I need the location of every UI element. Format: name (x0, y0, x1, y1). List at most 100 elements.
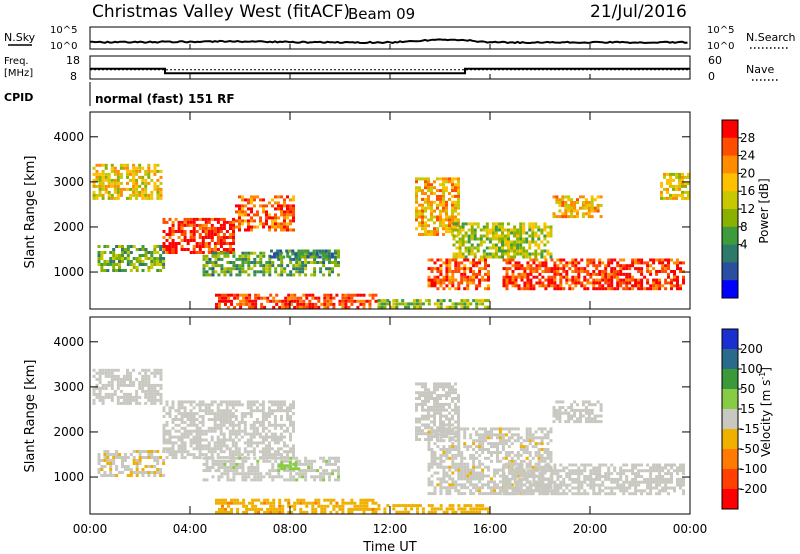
heatmap-cell (439, 483, 443, 487)
heatmap-cell (210, 429, 214, 433)
heatmap-cell (289, 420, 292, 424)
heatmap-cell (491, 252, 495, 256)
heatmap-cell (523, 492, 527, 496)
heatmap-cell (244, 261, 248, 264)
heatmap-cell (478, 445, 482, 449)
heatmap-cell (208, 273, 212, 277)
heatmap-cell (249, 438, 253, 442)
heatmap-cell (631, 284, 635, 288)
heatmap-cell (180, 453, 184, 457)
heatmap-cell (241, 251, 245, 255)
heatmap-cell (95, 377, 99, 381)
heatmap-cell (138, 453, 142, 456)
heatmap-cell (448, 489, 452, 493)
heatmap-cell (534, 453, 538, 457)
heatmap-cell (126, 383, 129, 387)
heatmap-cell (141, 269, 145, 272)
heatmap-cell (230, 498, 233, 502)
heatmap-cell (481, 442, 485, 446)
heatmap-cell (454, 218, 457, 222)
heatmap-cell (532, 261, 536, 265)
heatmap-cell (383, 510, 387, 514)
heatmap-cell (565, 275, 569, 279)
heatmap-cell (488, 237, 492, 241)
heatmap-cell (144, 392, 148, 396)
heatmap-cell (448, 451, 452, 454)
heatmap-cell (216, 248, 220, 251)
heatmap-cell (280, 475, 284, 479)
heatmap-cell (213, 242, 217, 245)
heatmap-cell (207, 447, 211, 451)
heatmap-cell (675, 193, 678, 197)
heatmap-cell (571, 463, 575, 467)
heatmap-cell (250, 198, 253, 202)
heatmap-cell (227, 299, 230, 303)
heatmap-cell (667, 477, 670, 481)
heatmap-cell (445, 507, 449, 511)
heatmap-cell (252, 435, 256, 439)
heatmap-cell (573, 215, 577, 219)
heatmap-cell (541, 492, 545, 496)
heatmap-cell (286, 444, 289, 448)
heatmap-cell (153, 187, 157, 191)
heatmap-cell (604, 477, 608, 481)
heatmap-cell (584, 203, 588, 207)
heatmap-cell (598, 284, 602, 288)
heatmap-cell (457, 417, 460, 421)
heatmap-cell (261, 406, 265, 410)
heatmap-cell (586, 261, 590, 265)
heatmap-cell (439, 453, 443, 457)
heatmap-cell (138, 383, 142, 387)
heatmap-cell (198, 441, 202, 445)
heatmap-cell (427, 405, 430, 409)
heatmap-cell (213, 450, 217, 454)
heatmap-cell (454, 302, 458, 306)
heatmap-cell (556, 284, 560, 288)
heatmap-cell (448, 394, 451, 398)
heatmap-cell (224, 507, 227, 511)
heatmap-cell (501, 442, 505, 446)
heatmap-cell (553, 270, 557, 273)
y-tick-label: 2000 (53, 220, 84, 234)
heatmap-cell (661, 466, 665, 470)
heatmap-cell (216, 418, 220, 421)
heatmap-cell (469, 261, 473, 265)
heatmap-cell (484, 507, 488, 511)
heatmap-cell (165, 447, 169, 451)
heatmap-cell (283, 210, 286, 214)
heatmap-cell (658, 483, 662, 487)
heatmap-cell (514, 480, 518, 484)
heatmap-cell (439, 224, 442, 228)
heatmap-cell (331, 456, 334, 460)
heatmap-cell (216, 423, 220, 427)
heatmap-cell (430, 270, 434, 273)
heatmap-cell (168, 406, 172, 410)
heatmap-cell (132, 456, 136, 459)
heatmap-cell (106, 260, 110, 263)
heatmap-cell (601, 489, 605, 493)
heatmap-cell (610, 489, 614, 493)
heatmap-cell (445, 433, 449, 437)
heatmap-cell (243, 432, 247, 436)
heatmap-cell (235, 225, 238, 229)
heatmap-cell (469, 278, 473, 282)
heatmap-cell (421, 302, 425, 306)
heatmap-cell (216, 456, 220, 460)
heatmap-cell (529, 270, 533, 273)
heatmap-cell (622, 463, 626, 467)
heatmap-cell (583, 480, 587, 484)
heatmap-cell (535, 489, 539, 493)
heatmap-cell (289, 210, 292, 214)
heatmap-cell (247, 257, 251, 261)
heatmap-cell (526, 281, 530, 285)
heatmap-cell (433, 186, 436, 190)
heatmap-cell (252, 426, 256, 430)
heatmap-cell (514, 483, 518, 487)
heatmap-cell (451, 388, 454, 392)
heatmap-cell (580, 270, 584, 273)
heatmap-cell (174, 248, 178, 251)
heatmap-cell (454, 435, 457, 439)
heatmap-cell (460, 267, 464, 271)
heatmap-cell (244, 219, 247, 223)
heatmap-cell (433, 180, 436, 184)
